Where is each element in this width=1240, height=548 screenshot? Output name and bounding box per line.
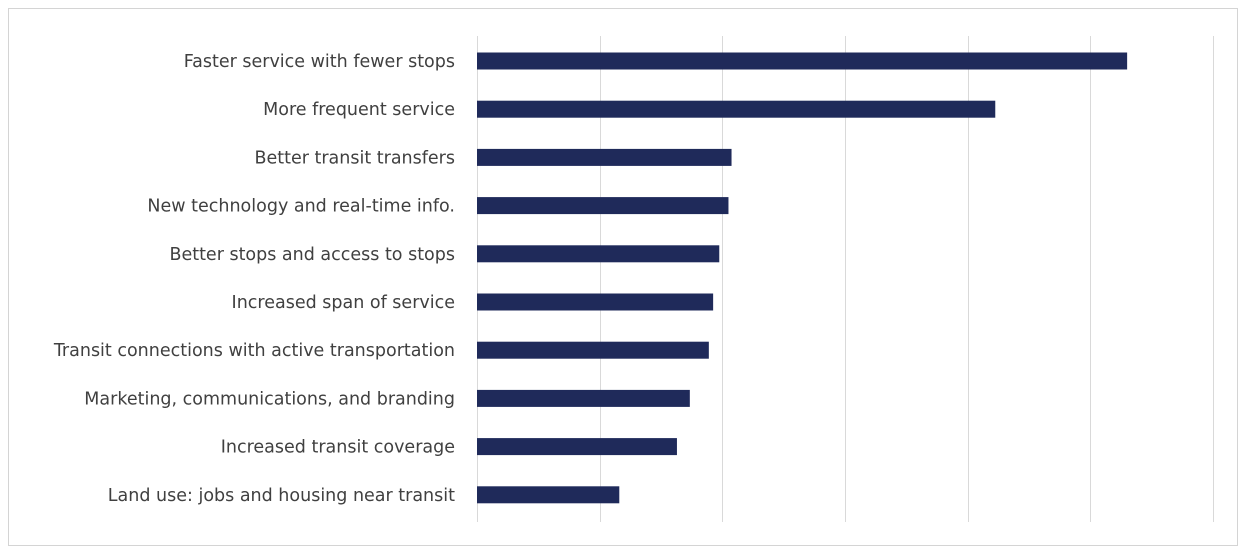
bar xyxy=(477,148,732,166)
category-label: Marketing, communications, and branding xyxy=(84,389,455,409)
bar xyxy=(477,293,714,311)
category-labels: Faster service with fewer stops More freq… xyxy=(53,52,455,506)
category-label: Increased transit coverage xyxy=(221,438,455,458)
bar xyxy=(477,100,996,118)
category-label: New technology and real-time info. xyxy=(147,197,455,217)
chart-frame xyxy=(8,8,1238,546)
category-label: More frequent service xyxy=(263,100,455,120)
category-label: Better transit transfers xyxy=(254,148,455,168)
bar xyxy=(477,438,677,456)
category-label: Transit connections with active transpor… xyxy=(53,341,455,361)
category-label: Faster service with fewer stops xyxy=(184,52,455,72)
category-label: Land use: jobs and housing near transit xyxy=(108,486,455,506)
category-label: Increased span of service xyxy=(232,293,455,313)
bar xyxy=(477,486,620,504)
bar xyxy=(477,389,690,407)
bar xyxy=(477,341,709,359)
bars xyxy=(477,52,1128,504)
bar xyxy=(477,52,1128,70)
category-label: Better stops and access to stops xyxy=(169,245,455,265)
bar xyxy=(477,197,729,215)
bar xyxy=(477,245,720,263)
